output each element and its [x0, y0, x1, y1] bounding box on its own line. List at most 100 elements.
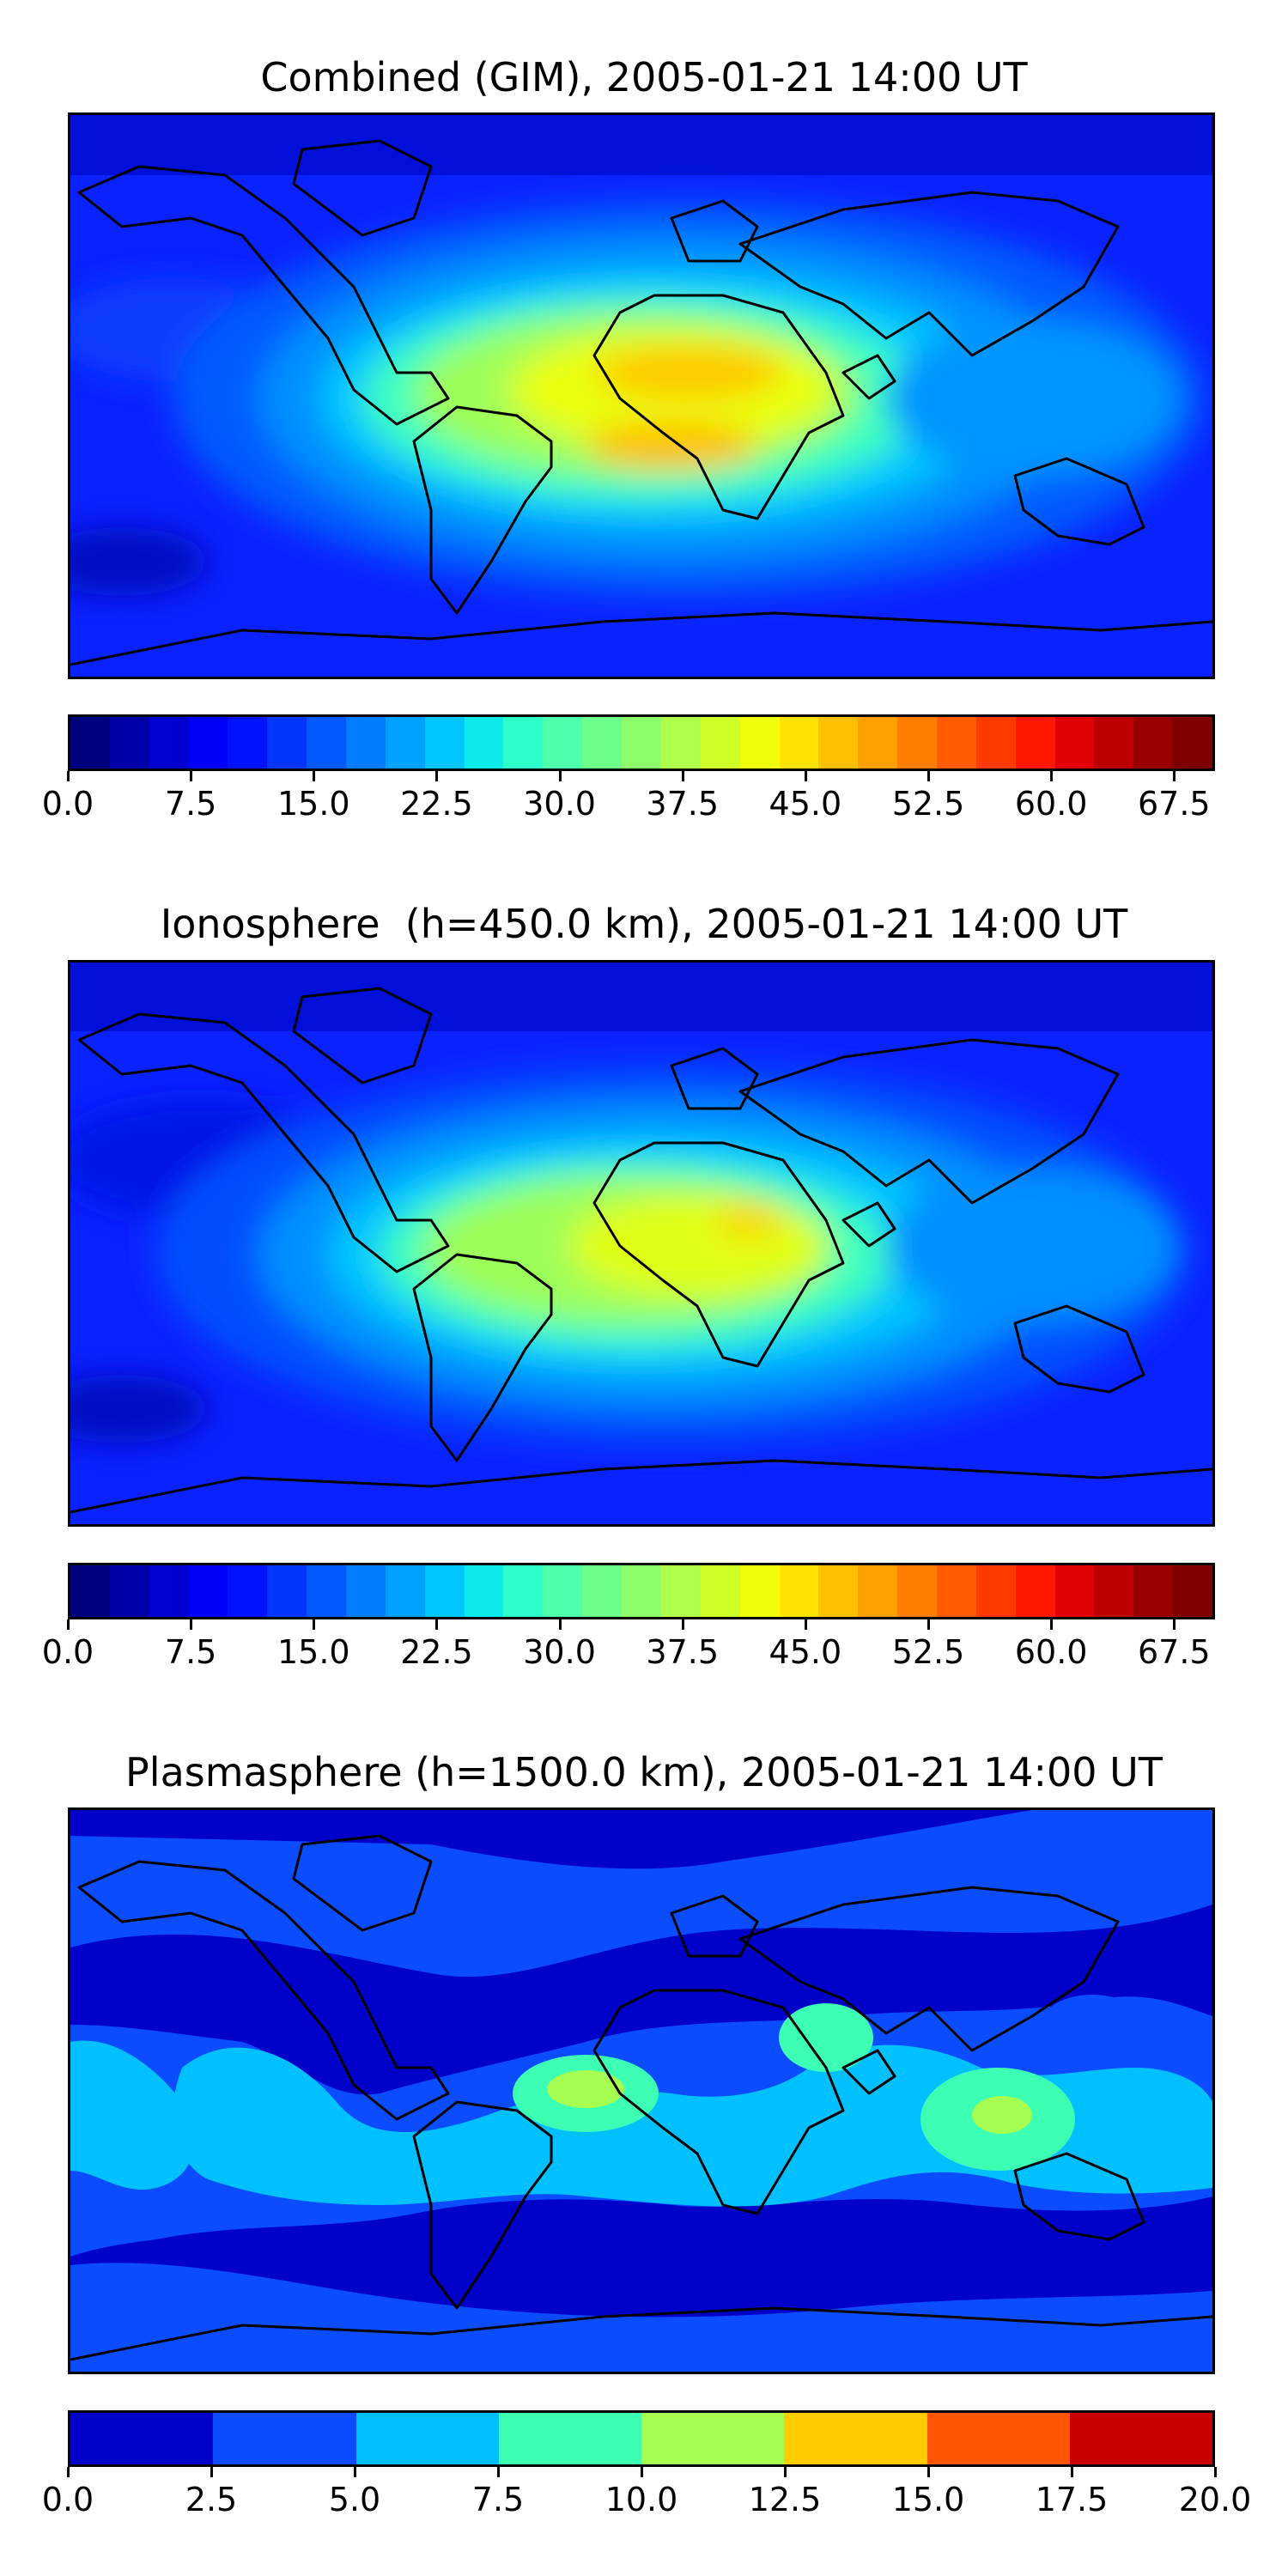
- panel-title-plasmasphere: Plasmasphere (h=1500.0 km), 2005-01-21 1…: [125, 1749, 1163, 1795]
- colorbar-tick-mark: [927, 771, 930, 781]
- colorbar-tick-mark: [1214, 2467, 1217, 2477]
- colorbar-combined: [68, 714, 1215, 771]
- colorbar-plasmasphere-swatch: [70, 2413, 213, 2464]
- colorbar-tick-label: 10.0: [605, 2481, 678, 2518]
- colorbar-combined-swatch: [425, 717, 465, 769]
- colorbar-combined-swatch: [110, 717, 149, 769]
- colorbar-ionosphere-swatch: [1173, 1565, 1212, 1617]
- colorbar-plasmasphere-swatch: [499, 2413, 641, 2464]
- colorbar-tick-label: 52.5: [891, 785, 965, 823]
- plasmasphere-contours: [70, 1810, 1212, 2372]
- colorbar-ionosphere-swatch: [149, 1565, 189, 1617]
- colorbar-combined-swatch: [307, 717, 346, 769]
- colorbar-tick-mark: [313, 771, 316, 781]
- colorbar-ionosphere-swatch: [70, 1565, 110, 1617]
- colorbar-combined-swatch: [189, 717, 228, 769]
- colorbar-ionosphere-swatch: [228, 1565, 267, 1617]
- colorbar-tick-mark: [190, 1619, 193, 1630]
- colorbar-tick-label: 60.0: [1014, 1633, 1088, 1671]
- colorbar-tick-label: 15.0: [276, 1633, 350, 1671]
- colorbar-tick-label: 20.0: [1178, 2481, 1252, 2518]
- colorbar-ionosphere-ticks: 0.0 7.5 15.0 22.5 30.0 37.5 45.0 52.5 60.0 67.5: [42, 1619, 1215, 1671]
- colorbar-combined-swatch: [622, 717, 661, 769]
- colorbar-plasmasphere-swatch: [641, 2413, 784, 2464]
- colorbar-tick-label: 7.5: [164, 785, 217, 823]
- colorbar-combined-swatch: [228, 717, 267, 769]
- colorbar-combined-swatch: [858, 717, 897, 769]
- colorbar-combined-swatch: [582, 717, 622, 769]
- colorbar-ionosphere-swatch: [425, 1565, 465, 1617]
- colorbar-combined-swatch: [70, 717, 110, 769]
- map-plasmasphere: [68, 1807, 1215, 2374]
- colorbar-ionosphere: [68, 1563, 1215, 1619]
- colorbar-combined-swatch: [149, 717, 189, 769]
- colorbar-tick-mark: [927, 2467, 930, 2477]
- tec-map-plasmasphere: [70, 1810, 1212, 2372]
- coastlines: [70, 139, 1212, 666]
- colorbar-tick-mark: [497, 2467, 500, 2477]
- colorbar-combined-swatch: [818, 717, 858, 769]
- colorbar-ionosphere-swatches: [70, 1565, 1212, 1617]
- colorbar-tick-label: 22.5: [400, 785, 473, 823]
- colorbar-plasmasphere-swatch: [927, 2413, 1070, 2464]
- colorbar-combined-swatch: [780, 717, 818, 769]
- colorbar-tick-mark: [804, 771, 807, 781]
- tec-map-ionosphere: [70, 963, 1212, 1524]
- colorbar-ionosphere-swatch: [622, 1565, 661, 1617]
- colorbar-tick-mark: [313, 1619, 316, 1630]
- colorbar-ionosphere-swatch: [818, 1565, 858, 1617]
- colorbar-ionosphere-swatch: [189, 1565, 228, 1617]
- colorbar-tick-label: 45.0: [769, 1633, 842, 1671]
- colorbar-combined-swatch: [897, 717, 937, 769]
- colorbar-plasmasphere: [68, 2410, 1215, 2467]
- colorbar-tick-label: 15.0: [276, 785, 350, 823]
- colorbar-ionosphere-swatch: [503, 1565, 543, 1617]
- colorbar-tick-label: 0.0: [41, 2481, 94, 2518]
- colorbar-ionosphere-swatch: [1016, 1565, 1055, 1617]
- colorbar-tick-label: 15.0: [891, 2481, 965, 2518]
- colorbar-combined-swatch: [1173, 717, 1212, 769]
- colorbar-tick-label: 67.5: [1137, 1633, 1211, 1671]
- colorbar-combined-swatch: [701, 717, 740, 769]
- colorbar-tick-mark: [435, 771, 439, 781]
- colorbar-tick-mark: [67, 771, 70, 781]
- colorbar-tick-mark: [190, 771, 193, 781]
- colorbar-tick-label: 0.0: [41, 785, 94, 823]
- colorbar-ionosphere-swatch: [1133, 1565, 1173, 1617]
- colorbar-ionosphere-swatch: [858, 1565, 897, 1617]
- colorbar-plasmasphere-swatch: [1070, 2413, 1212, 2464]
- colorbar-tick-mark: [927, 1619, 930, 1630]
- colorbar-combined-swatch: [976, 717, 1016, 769]
- panel-title-combined: Combined (GIM), 2005-01-21 14:00 UT: [260, 54, 1028, 100]
- colorbar-tick-label: 2.5: [185, 2481, 238, 2518]
- tec-map-combined: [70, 115, 1212, 677]
- colorbar-ionosphere-swatch: [543, 1565, 582, 1617]
- colorbar-ionosphere-swatch: [386, 1565, 425, 1617]
- colorbar-ionosphere-swatch: [1055, 1565, 1094, 1617]
- colorbar-plasmasphere-swatch: [356, 2413, 499, 2464]
- colorbar-combined-swatch: [937, 717, 976, 769]
- colorbar-tick-label: 67.5: [1137, 785, 1211, 823]
- coastlines: [70, 987, 1212, 1514]
- colorbar-plasmasphere-swatch: [784, 2413, 927, 2464]
- colorbar-combined-swatch: [503, 717, 543, 769]
- colorbar-plasmasphere-swatch: [213, 2413, 356, 2464]
- colorbar-tick-label: 7.5: [164, 1633, 217, 1671]
- colorbar-tick-label: 37.5: [646, 1633, 720, 1671]
- colorbar-tick-label: 60.0: [1014, 785, 1088, 823]
- colorbar-tick-label: 17.5: [1035, 2481, 1109, 2518]
- colorbar-tick-mark: [67, 2467, 70, 2477]
- colorbar-ionosphere-swatch: [582, 1565, 622, 1617]
- colorbar-tick-label: 0.0: [41, 1633, 94, 1671]
- colorbar-tick-mark: [354, 2467, 356, 2477]
- colorbar-tick-mark: [681, 771, 684, 781]
- colorbar-ionosphere-swatch: [465, 1565, 503, 1617]
- colorbar-ionosphere-swatch: [701, 1565, 740, 1617]
- colorbar-plasmasphere-ticks: 0.0 2.5 5.0 7.5 10.0 12.5 15.0 17.5 20.0: [42, 2467, 1251, 2518]
- colorbar-tick-label: 30.0: [523, 785, 596, 823]
- colorbar-tick-label: 45.0: [769, 785, 842, 823]
- panel-title-ionosphere: Ionosphere (h=450.0 km), 2005-01-21 14:0…: [160, 901, 1128, 947]
- colorbar-ionosphere-swatch: [661, 1565, 701, 1617]
- colorbar-tick-mark: [558, 1619, 562, 1630]
- colorbar-combined-swatches: [70, 717, 1212, 769]
